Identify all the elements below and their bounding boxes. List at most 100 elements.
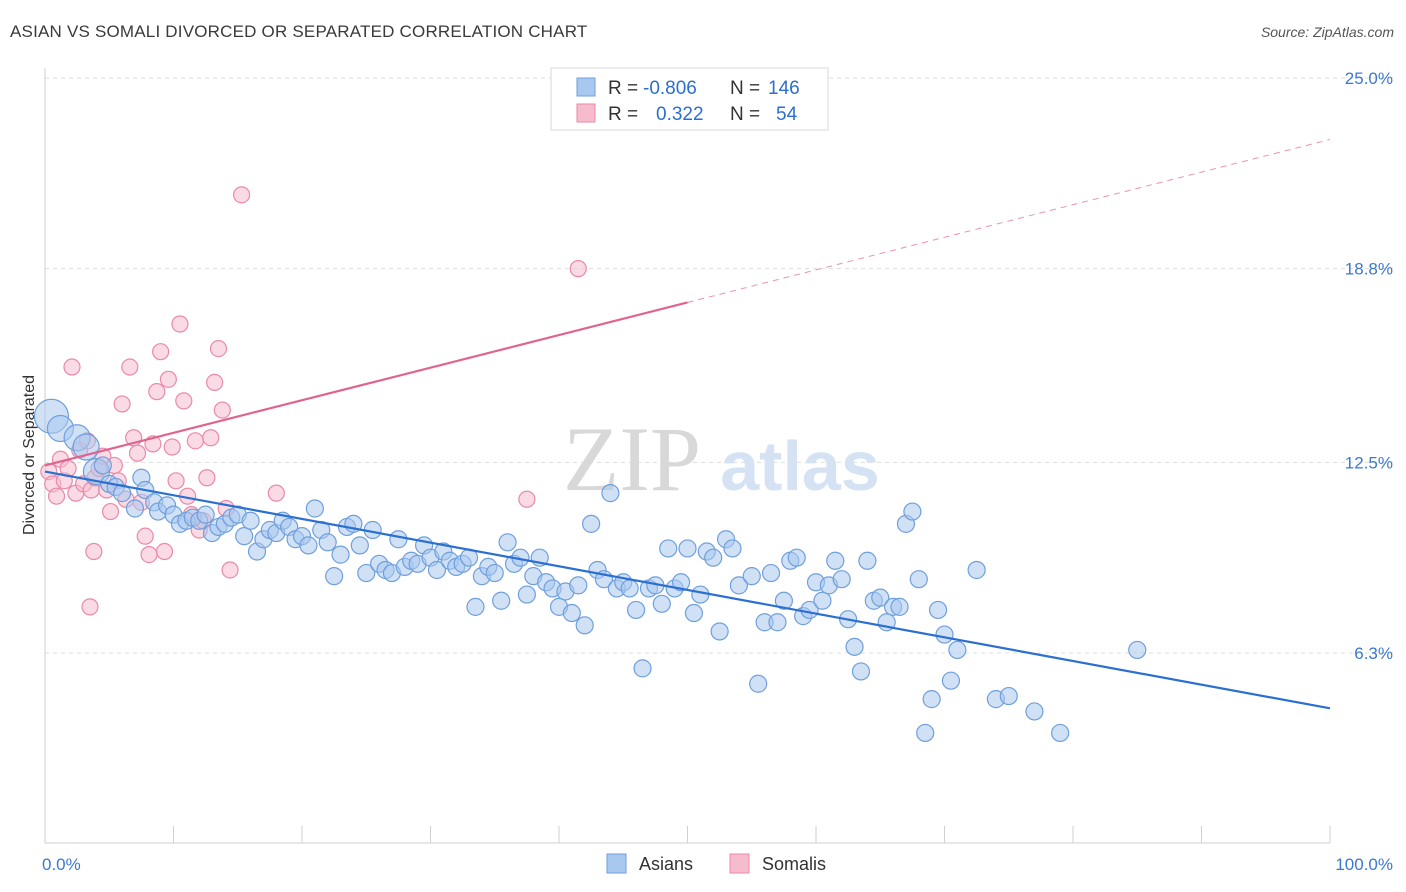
data-point — [202, 429, 220, 447]
legend-bottom: Asians Somalis — [606, 853, 826, 874]
data-point — [684, 603, 704, 623]
data-point — [916, 723, 935, 743]
data-point — [652, 594, 671, 613]
axes — [44, 68, 1331, 844]
data-point — [233, 186, 251, 204]
legend-label-somalis: Somalis — [762, 854, 826, 874]
data-point — [318, 533, 337, 552]
data-point — [485, 563, 504, 583]
data-point — [813, 591, 832, 610]
legend-n-value: 146 — [768, 78, 800, 99]
legend-n-label: N = — [730, 78, 760, 99]
data-point — [710, 622, 729, 641]
data-point — [101, 502, 120, 521]
data-point — [241, 511, 260, 530]
data-point — [826, 551, 845, 570]
asians-trend-line — [44, 470, 1331, 710]
data-point — [198, 469, 216, 487]
data-point — [659, 539, 678, 558]
legend-swatch-asians — [576, 77, 596, 97]
data-point — [128, 444, 147, 462]
data-point — [209, 339, 228, 358]
watermark-zip: ZIP — [563, 408, 701, 510]
data-point — [466, 597, 485, 616]
data-point — [742, 567, 761, 586]
data-point — [601, 484, 620, 503]
data-point — [620, 579, 639, 598]
data-point — [427, 560, 447, 580]
data-point — [159, 370, 177, 388]
y-axis-label: Divorced or Separated — [21, 375, 38, 535]
data-point — [704, 548, 723, 567]
data-point — [1051, 723, 1070, 743]
legend-swatch-somalis — [729, 853, 750, 874]
data-point — [121, 358, 139, 376]
data-point — [299, 536, 318, 555]
legend-r-label: R = — [608, 78, 638, 99]
data-point — [148, 383, 166, 401]
data-point — [967, 560, 986, 580]
x-tick-label: 0.0% — [42, 855, 81, 874]
y-tick-label: 18.8% — [1345, 260, 1393, 279]
data-point — [152, 343, 170, 361]
data-point — [196, 505, 215, 524]
legend-swatch-somalis — [576, 103, 596, 123]
data-point — [832, 570, 851, 589]
x-tick-label: 100.0% — [1335, 855, 1393, 874]
y-tick-label: 12.5% — [1345, 453, 1393, 472]
data-point — [761, 563, 781, 583]
data-point — [575, 616, 594, 635]
data-point — [633, 659, 652, 678]
data-point — [85, 542, 103, 561]
data-point — [922, 690, 941, 709]
data-point — [729, 576, 749, 595]
source-credit: Source: ZipAtlas.com — [1260, 24, 1394, 40]
data-point — [1025, 702, 1044, 721]
data-point — [171, 315, 189, 333]
somalis-trend-line — [44, 301, 688, 467]
data-point — [112, 484, 132, 503]
legend-top: R = -0.806 N = 146 R = 0.322 N = 54 — [550, 67, 829, 131]
data-point — [331, 545, 350, 564]
data-point — [518, 490, 536, 508]
data-point — [221, 561, 239, 579]
grid-lines — [45, 77, 1395, 654]
data-point — [851, 662, 871, 681]
data-point — [562, 603, 581, 623]
tick-labels: 6.3% 12.5% 18.8% 25.0% 0.0% 100.0% — [42, 69, 1393, 874]
data-point — [357, 563, 376, 583]
data-point — [235, 527, 254, 546]
data-point — [774, 591, 793, 610]
data-point — [928, 600, 948, 620]
data-point — [492, 591, 511, 610]
watermark: ZIP atlas — [563, 408, 880, 510]
data-point — [325, 567, 344, 586]
data-point — [678, 539, 697, 558]
data-point — [749, 674, 768, 693]
data-point — [871, 588, 890, 607]
data-point — [155, 542, 174, 561]
legend-box — [550, 67, 829, 131]
y-tick-label: 6.3% — [1354, 644, 1393, 663]
data-point — [1128, 640, 1147, 660]
data-point — [671, 573, 691, 592]
legend-r-value: -0.806 — [643, 78, 697, 99]
data-point — [186, 432, 204, 450]
data-point — [175, 392, 193, 410]
data-point — [569, 260, 587, 278]
legend-n-label: N = — [730, 104, 760, 125]
data-point — [498, 533, 517, 552]
data-point — [691, 585, 710, 604]
data-point — [93, 456, 112, 475]
data-point — [723, 539, 742, 558]
data-point — [136, 527, 154, 545]
data-point — [858, 551, 877, 570]
data-point — [845, 637, 864, 656]
data-point — [389, 530, 408, 549]
data-point — [206, 373, 224, 392]
watermark-atlas: atlas — [720, 427, 880, 505]
data-point — [140, 546, 158, 564]
data-point — [768, 613, 787, 632]
data-point — [517, 585, 536, 604]
